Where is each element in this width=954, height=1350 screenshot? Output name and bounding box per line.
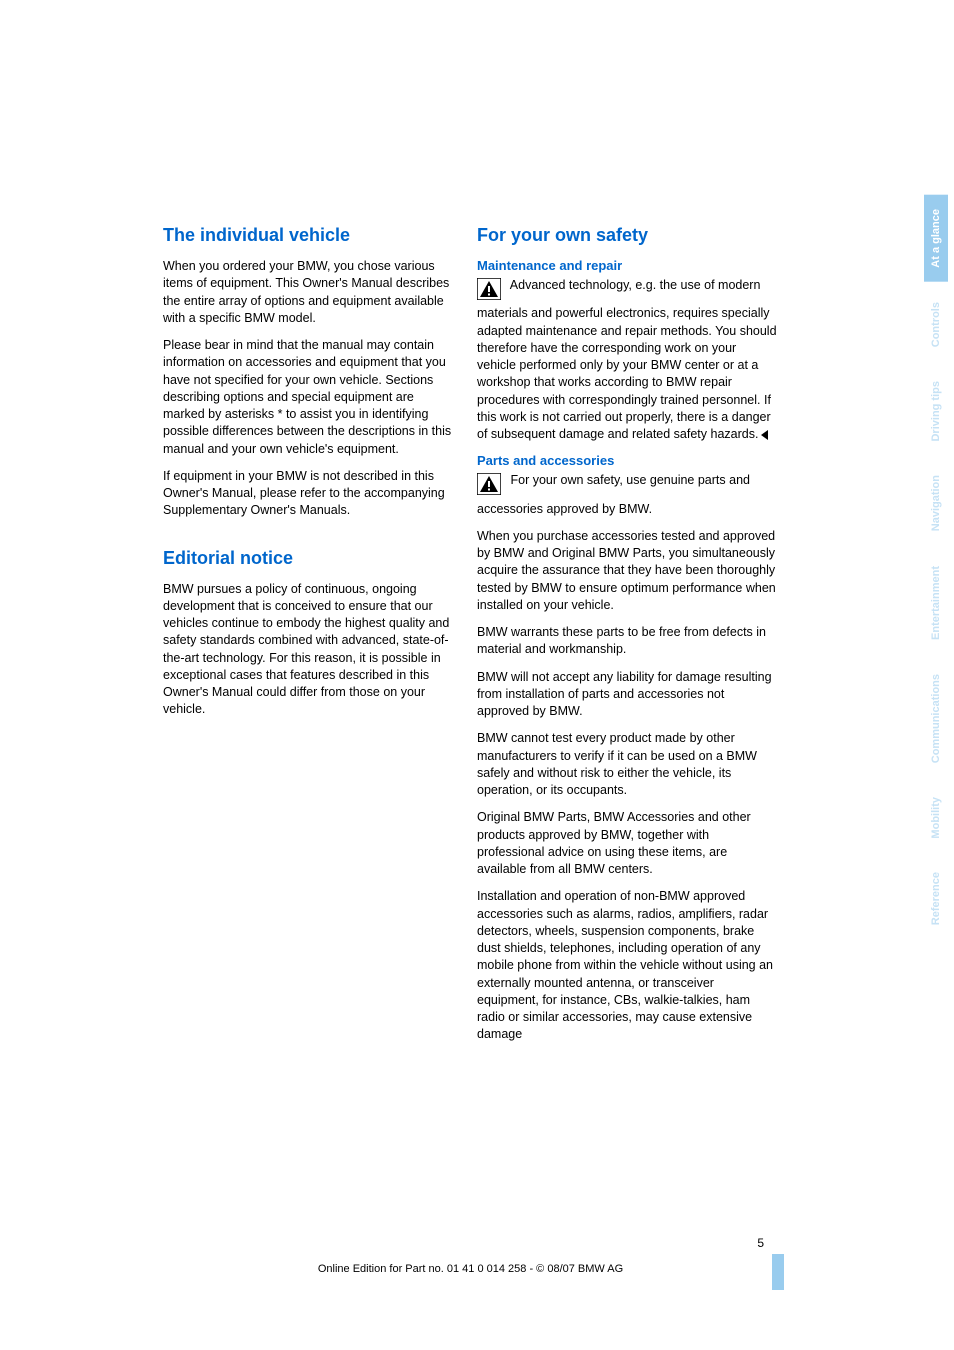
body-text: If equipment in your BMW is not describe… [163,468,453,520]
body-text: Please bear in mind that the manual may … [163,337,453,458]
body-text: For your own safety, use genuine parts a… [477,473,750,515]
body-text: Original BMW Parts, BMW Accessories and … [477,809,777,878]
tab-driving-tips[interactable]: Driving tips [924,367,948,456]
body-text: Advanced technology, e.g. the use of mod… [477,278,777,441]
subheading-maintenance: Maintenance and repair [477,258,777,273]
body-text: BMW warrants these parts to be free from… [477,624,777,659]
tab-reference[interactable]: Reference [924,858,948,939]
subheading-parts: Parts and accessories [477,453,777,468]
main-content: The individual vehicle When you ordered … [0,0,954,1054]
warning-icon [477,473,501,500]
side-tabs: At a glance Controls Driving tips Navigatio… [924,195,954,946]
heading-editorial-notice: Editorial notice [163,548,453,569]
tab-entertainment[interactable]: Entertainment [924,552,948,654]
body-text: When you purchase accessories tested and… [477,528,777,614]
heading-safety: For your own safety [477,225,777,246]
end-marker-icon [761,430,768,440]
page-number: 5 [757,1236,764,1250]
right-column: For your own safety Maintenance and repa… [477,225,777,1054]
body-text: Installation and operation of non-BMW ap… [477,888,777,1043]
tab-communications[interactable]: Communications [924,660,948,777]
footer-text: Online Edition for Part no. 01 41 0 014 … [163,1263,778,1275]
warning-paragraph: Advanced technology, e.g. the use of mod… [477,277,777,443]
left-column: The individual vehicle When you ordered … [163,225,453,1054]
body-text: BMW pursues a policy of continuous, ongo… [163,581,453,719]
tab-controls[interactable]: Controls [924,288,948,361]
warning-icon [477,278,501,305]
heading-individual-vehicle: The individual vehicle [163,225,453,246]
tab-at-a-glance[interactable]: At a glance [924,195,948,282]
body-text: BMW will not accept any liability for da… [477,669,777,721]
body-text: When you ordered your BMW, you chose var… [163,258,453,327]
tab-navigation[interactable]: Navigation [924,461,948,545]
warning-paragraph: For your own safety, use genuine parts a… [477,472,777,518]
body-text: BMW cannot test every product made by ot… [477,730,777,799]
tab-mobility[interactable]: Mobility [924,783,948,853]
